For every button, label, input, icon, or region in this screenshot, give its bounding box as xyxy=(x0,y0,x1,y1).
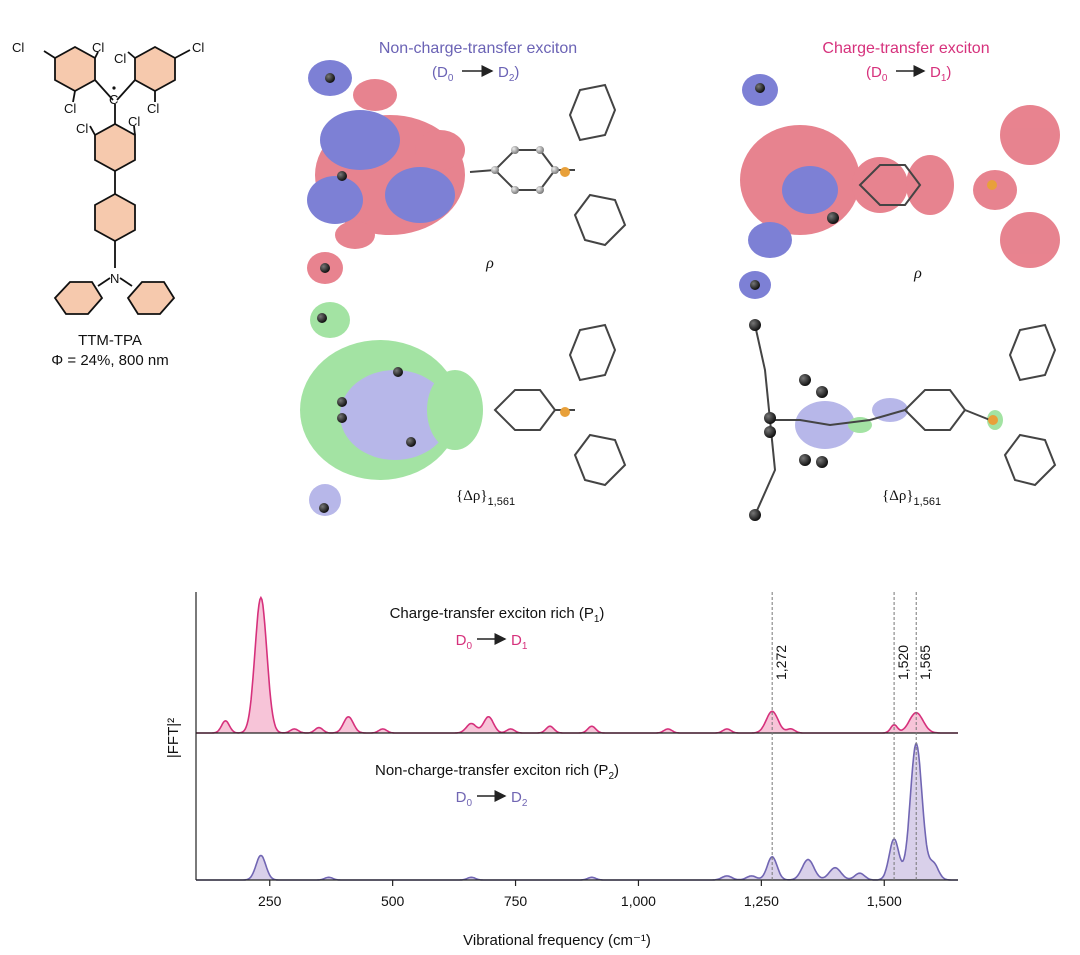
series-transition-to: D2 xyxy=(511,789,528,809)
phenyl-ring-left xyxy=(53,281,104,315)
cl-atom-label: Cl xyxy=(147,101,159,116)
nct-drho-label: {Δρ}1,561 xyxy=(456,488,515,508)
series-transition-from: D0 xyxy=(456,789,473,809)
molecule-labels: Cl Cl Cl Cl Cl Cl Cl Cl N C xyxy=(12,40,204,286)
marker-label: 1,520 xyxy=(895,645,911,680)
nct-title: Non-charge-transfer exciton xyxy=(379,40,577,57)
series-transition-to: D1 xyxy=(511,632,528,652)
svg-text:(D0: (D0 xyxy=(432,64,454,84)
ttm-tpa-structure xyxy=(43,45,191,315)
x-tick-label: 1,000 xyxy=(621,893,656,909)
x-tick-label: 500 xyxy=(381,893,405,909)
cl-atom-label: Cl xyxy=(192,40,204,55)
nct-rho-label: ρ xyxy=(485,255,494,272)
marker-label: 1,565 xyxy=(917,645,933,680)
x-tick-label: 250 xyxy=(258,893,282,909)
ct-title: Charge-transfer exciton xyxy=(822,40,989,57)
phenylene-ring xyxy=(94,192,136,243)
x-tick-label: 1,500 xyxy=(867,893,902,909)
cl-atom-label: Cl xyxy=(76,121,88,136)
series-label: Charge-transfer exciton rich (P1) xyxy=(390,605,605,625)
molecule-name: TTM-TPA xyxy=(78,332,142,349)
cl-atom-label: Cl xyxy=(12,40,24,55)
series-transition-from: D0 xyxy=(456,632,473,652)
radical-dot xyxy=(112,86,116,90)
cl-atom-label: Cl xyxy=(128,114,140,129)
aryl-ring-right xyxy=(134,45,176,93)
aryl-ring-center xyxy=(94,122,136,173)
ct-rho-label: ρ xyxy=(913,265,922,282)
ct-transition: (D0 D1) xyxy=(866,64,951,84)
marker-label: 1,272 xyxy=(773,645,789,680)
nct-transition: (D0 D2) xyxy=(432,64,519,84)
ct-drho-label: {Δρ}1,561 xyxy=(882,488,941,508)
series-label: Non-charge-transfer exciton rich (P2) xyxy=(375,762,619,782)
series-area xyxy=(196,597,958,733)
phenyl-ring-right xyxy=(126,281,176,315)
svg-text:(D0: (D0 xyxy=(866,64,888,84)
cl-atom-label: Cl xyxy=(114,51,126,66)
x-tick-label: 1,250 xyxy=(744,893,779,909)
quantum-yield: Φ = 24%, 800 nm xyxy=(51,352,168,369)
aryl-ring-left xyxy=(54,45,96,93)
fft-spectra-chart: 1,272 1,520 1,565 250 500 750 1,000 1,250 1,500 V… xyxy=(165,592,958,949)
y-axis-label: |FFT|² xyxy=(165,718,182,758)
cl-atom-label: Cl xyxy=(92,40,104,55)
n-atom-label: N xyxy=(110,271,119,286)
svg-text:D1): D1) xyxy=(930,64,951,84)
atom-spheres xyxy=(317,73,998,521)
cl-atom-label: Cl xyxy=(64,101,76,116)
ct-rho-orbital-image xyxy=(739,74,1060,299)
x-tick-label: 750 xyxy=(504,893,528,909)
nct-drho-orbital-image xyxy=(300,302,483,516)
x-axis-label: Vibrational frequency (cm⁻¹) xyxy=(463,932,651,949)
svg-text:D2): D2) xyxy=(498,64,519,84)
radical-carbon-label: C xyxy=(109,92,118,107)
nct-rho-orbital-image xyxy=(307,60,465,284)
